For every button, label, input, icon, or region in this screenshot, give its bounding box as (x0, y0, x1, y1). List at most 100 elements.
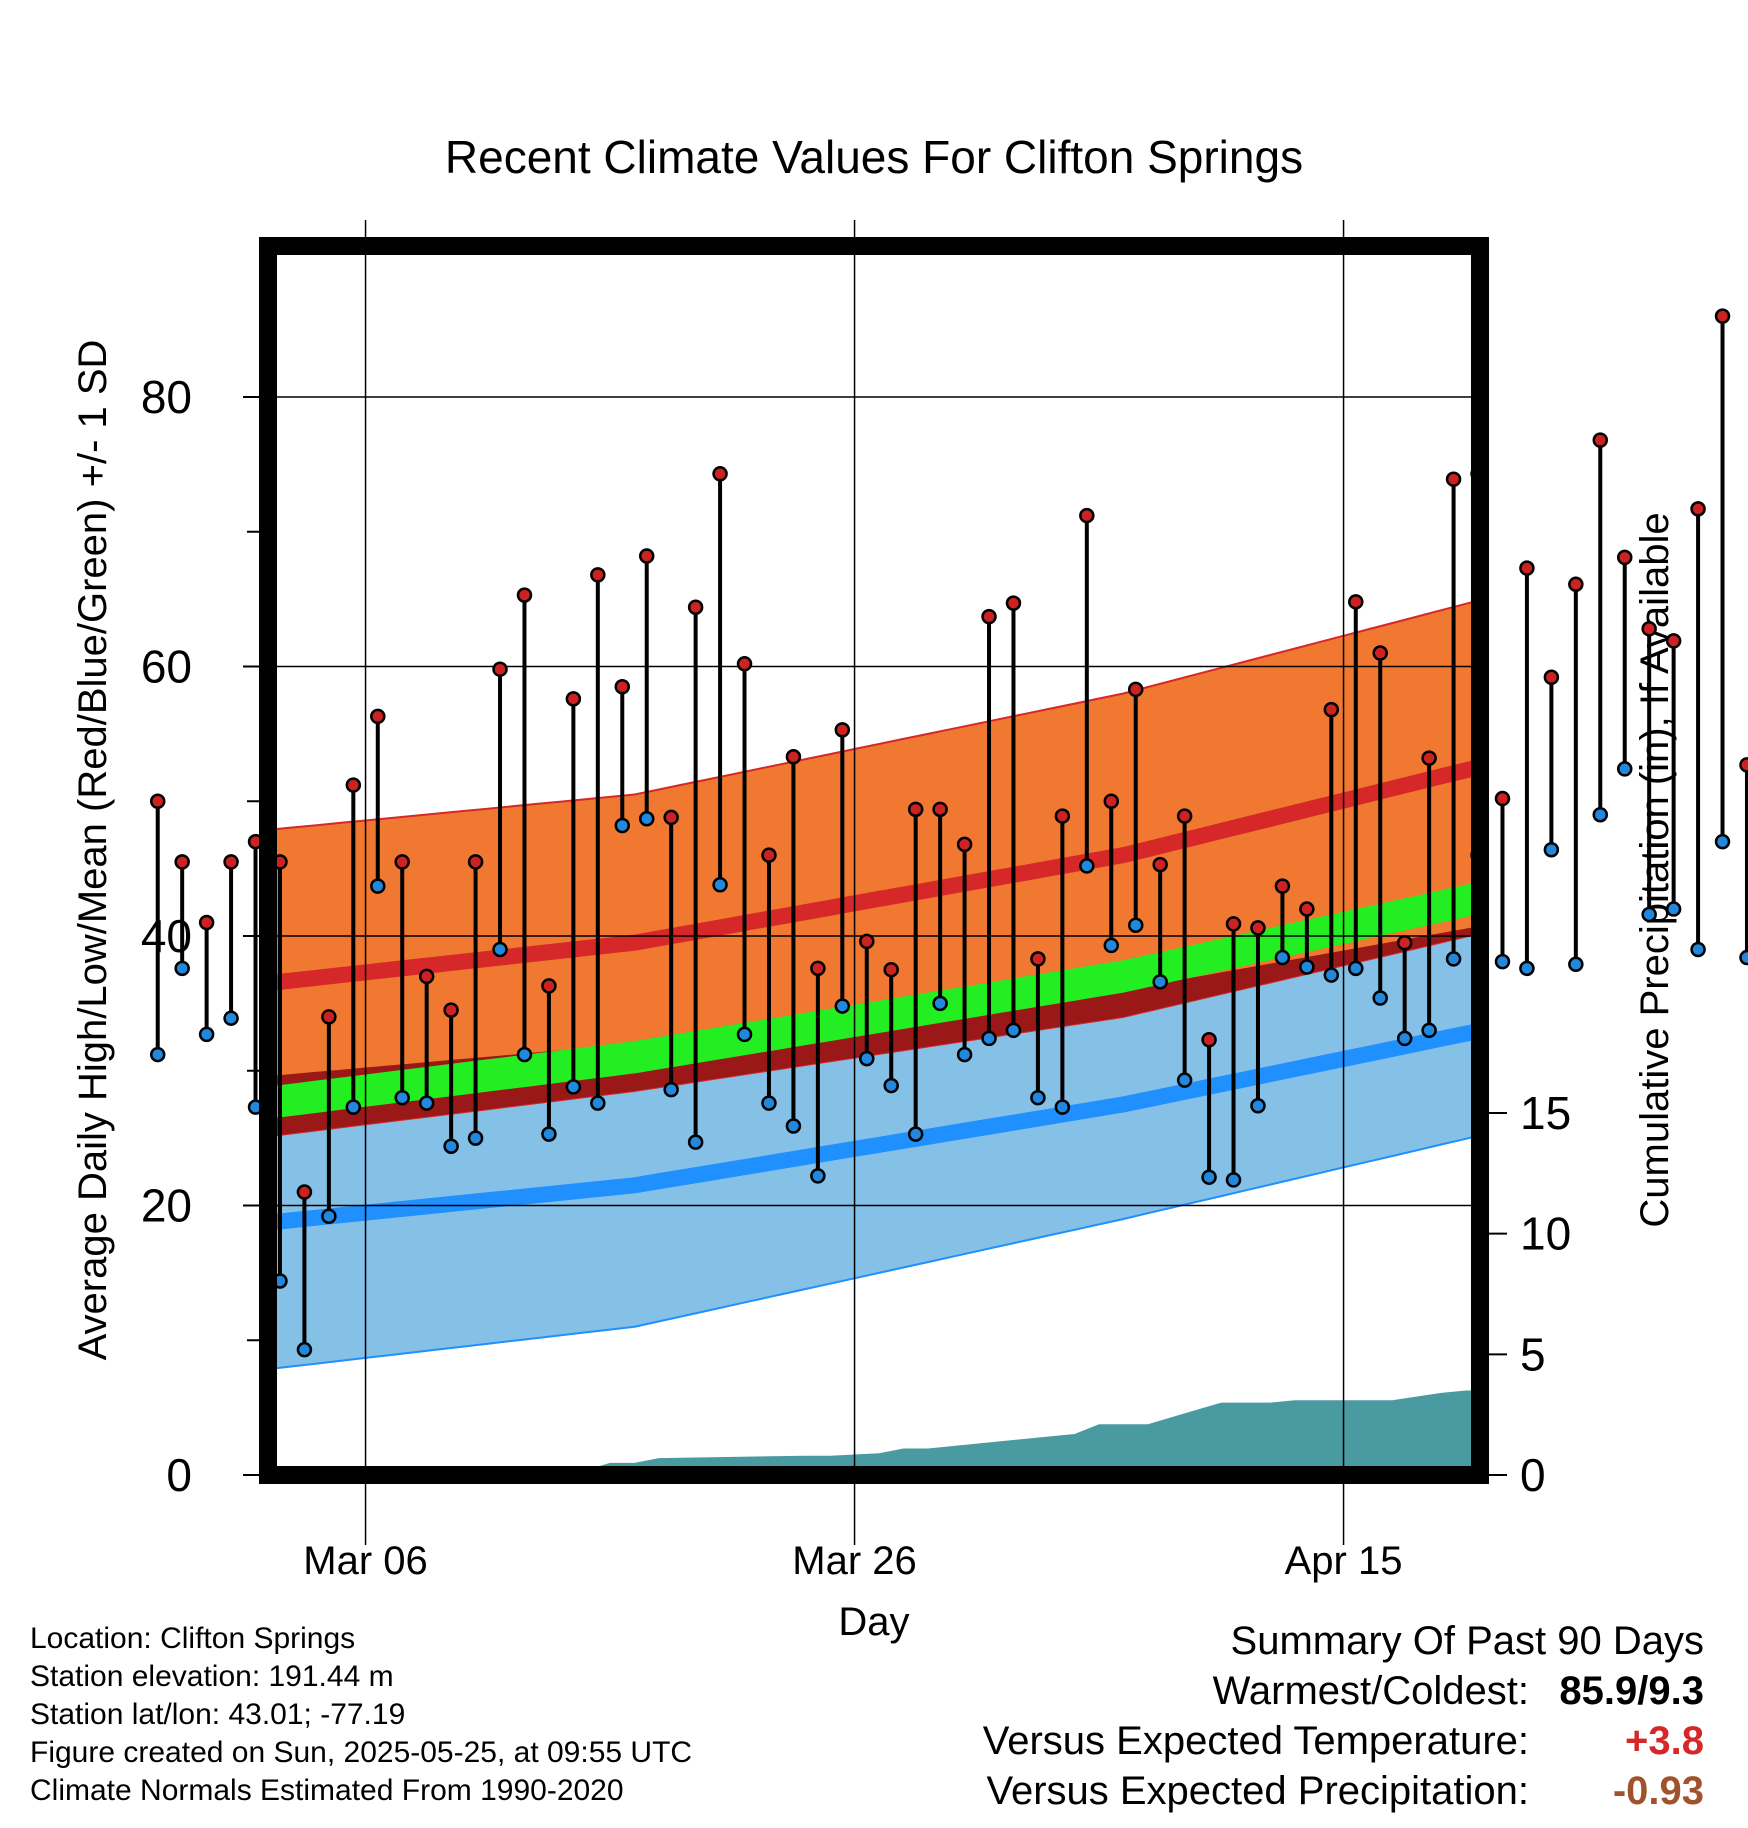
daily-low-point (541, 1126, 557, 1142)
daily-high-point (198, 914, 215, 931)
daily-high-point (1176, 808, 1193, 824)
daily-low-point (1641, 906, 1657, 923)
daily-high-point (859, 933, 875, 950)
daily-high-point (1568, 576, 1584, 593)
daily-high-point (932, 801, 948, 818)
y2-tick-label: 15 (1520, 1087, 1571, 1139)
daily-high-point (418, 968, 435, 985)
daily-high-point (1201, 1032, 1217, 1048)
precip-area (268, 1390, 1480, 1475)
daily-high-point (1274, 878, 1291, 894)
daily-high-point (1690, 501, 1706, 517)
daily-low-point (932, 995, 948, 1012)
daily-low-point (345, 1099, 362, 1115)
daily-high-point (1323, 701, 1340, 718)
daily-high-point (834, 722, 851, 738)
daily-high-point (321, 1009, 337, 1025)
daily-low-point (1250, 1098, 1266, 1114)
daily-high-point (883, 961, 899, 978)
daily-high-point (1494, 790, 1511, 807)
daily-low-point (736, 1026, 753, 1043)
daily-low-point (1372, 990, 1388, 1006)
daily-high-point (1739, 757, 1748, 773)
temp-anomaly-value: +3.8 (1625, 1719, 1704, 1763)
daily-low-point (956, 1046, 973, 1063)
daily-low-point (1103, 937, 1120, 954)
daily-low-point (149, 1046, 166, 1063)
daily-low-point (1568, 956, 1584, 973)
daily-high-point (1714, 308, 1731, 324)
daily-high-point (1396, 934, 1413, 951)
daily-high-point (981, 608, 997, 625)
daily-low-point (370, 878, 386, 894)
daily-high-point (541, 978, 557, 994)
precip-area-fill (268, 1390, 1480, 1475)
daily-high-point (712, 466, 728, 482)
daily-low-point (1030, 1089, 1046, 1106)
daily-low-point (712, 877, 728, 893)
daily-low-point (174, 960, 190, 977)
daily-low-point (687, 1134, 704, 1150)
precip-anomaly-label: Versus Expected Precipitation: (986, 1769, 1529, 1813)
low-mean-line (268, 1022, 1480, 1231)
daily-high-point (590, 567, 606, 583)
daily-low-point (1714, 833, 1731, 850)
daily-high-point (370, 708, 386, 725)
daily-low-point (321, 1208, 337, 1225)
daily-low-point (761, 1095, 777, 1111)
daily-high-point (1543, 669, 1560, 686)
daily-low-point (1665, 901, 1682, 917)
daily-low-point (1494, 953, 1511, 970)
y2-tick-label: 10 (1520, 1208, 1571, 1260)
daily-low-point (1616, 761, 1633, 777)
y-axis-label: Average Daily High/Low/Mean (Red/Blue/Gr… (71, 340, 115, 1361)
x-tick-label: Apr 15 (1285, 1539, 1403, 1583)
daily-high-point (443, 1002, 459, 1018)
daily-low-point (614, 817, 631, 834)
daily-low-point (1127, 917, 1144, 933)
warmest-coldest-row: Warmest/Coldest: 85.9/9.3 (983, 1666, 1704, 1716)
daily-low-point (663, 1081, 679, 1098)
daily-high-point (638, 548, 655, 564)
mean-band (268, 881, 1480, 1119)
daily-low-point (1739, 949, 1748, 966)
daily-low-point (1079, 858, 1095, 874)
x-tick-label: Mar 06 (303, 1539, 428, 1583)
daily-high-point (1616, 549, 1633, 566)
y-tick-label: 20 (141, 1180, 192, 1232)
daily-low-point (590, 1095, 606, 1111)
daily-low-point (223, 1010, 239, 1026)
daily-low-point (467, 1130, 484, 1146)
daily-low-point (638, 811, 655, 827)
daily-low-point (1592, 806, 1609, 823)
daily-high-point (1445, 471, 1462, 487)
normals-text: Climate Normals Estimated From 1990-2020 (30, 1774, 624, 1807)
daily-high-point (1592, 432, 1609, 448)
daily-low-point (883, 1077, 899, 1094)
daily-low-point (1005, 1022, 1022, 1039)
daily-low-point (443, 1138, 459, 1154)
warmest-coldest-value: 85.9/9.3 (1559, 1669, 1704, 1713)
y2-tick-label: 5 (1520, 1328, 1546, 1380)
daily-high-point (663, 809, 679, 826)
x-tick-label: Mar 26 (792, 1539, 917, 1583)
y2-axis-label: Cumulative Precipitation (in), If Availa… (1633, 512, 1677, 1227)
daily-low-point (296, 1341, 313, 1358)
y2-tick-label: 0 (1520, 1449, 1546, 1501)
precip-anomaly-row: Versus Expected Precipitation: -0.93 (983, 1766, 1704, 1816)
daily-low-point (1348, 960, 1364, 977)
daily-low-point (516, 1046, 533, 1063)
daily-high-point (785, 749, 802, 765)
daily-high-point (516, 587, 533, 603)
daily-low-point (1323, 967, 1340, 983)
summary-panel: Summary Of Past 90 Days Warmest/Coldest:… (983, 1616, 1704, 1816)
plot-frame (259, 237, 1489, 1484)
chart-title: Recent Climate Values For Clifton Spring… (445, 131, 1303, 183)
daily-low-point (418, 1095, 435, 1111)
daily-high-point (149, 793, 166, 809)
daily-low-point (1421, 1022, 1437, 1039)
daily-high-point (345, 777, 362, 793)
daily-high-point (1152, 856, 1168, 873)
